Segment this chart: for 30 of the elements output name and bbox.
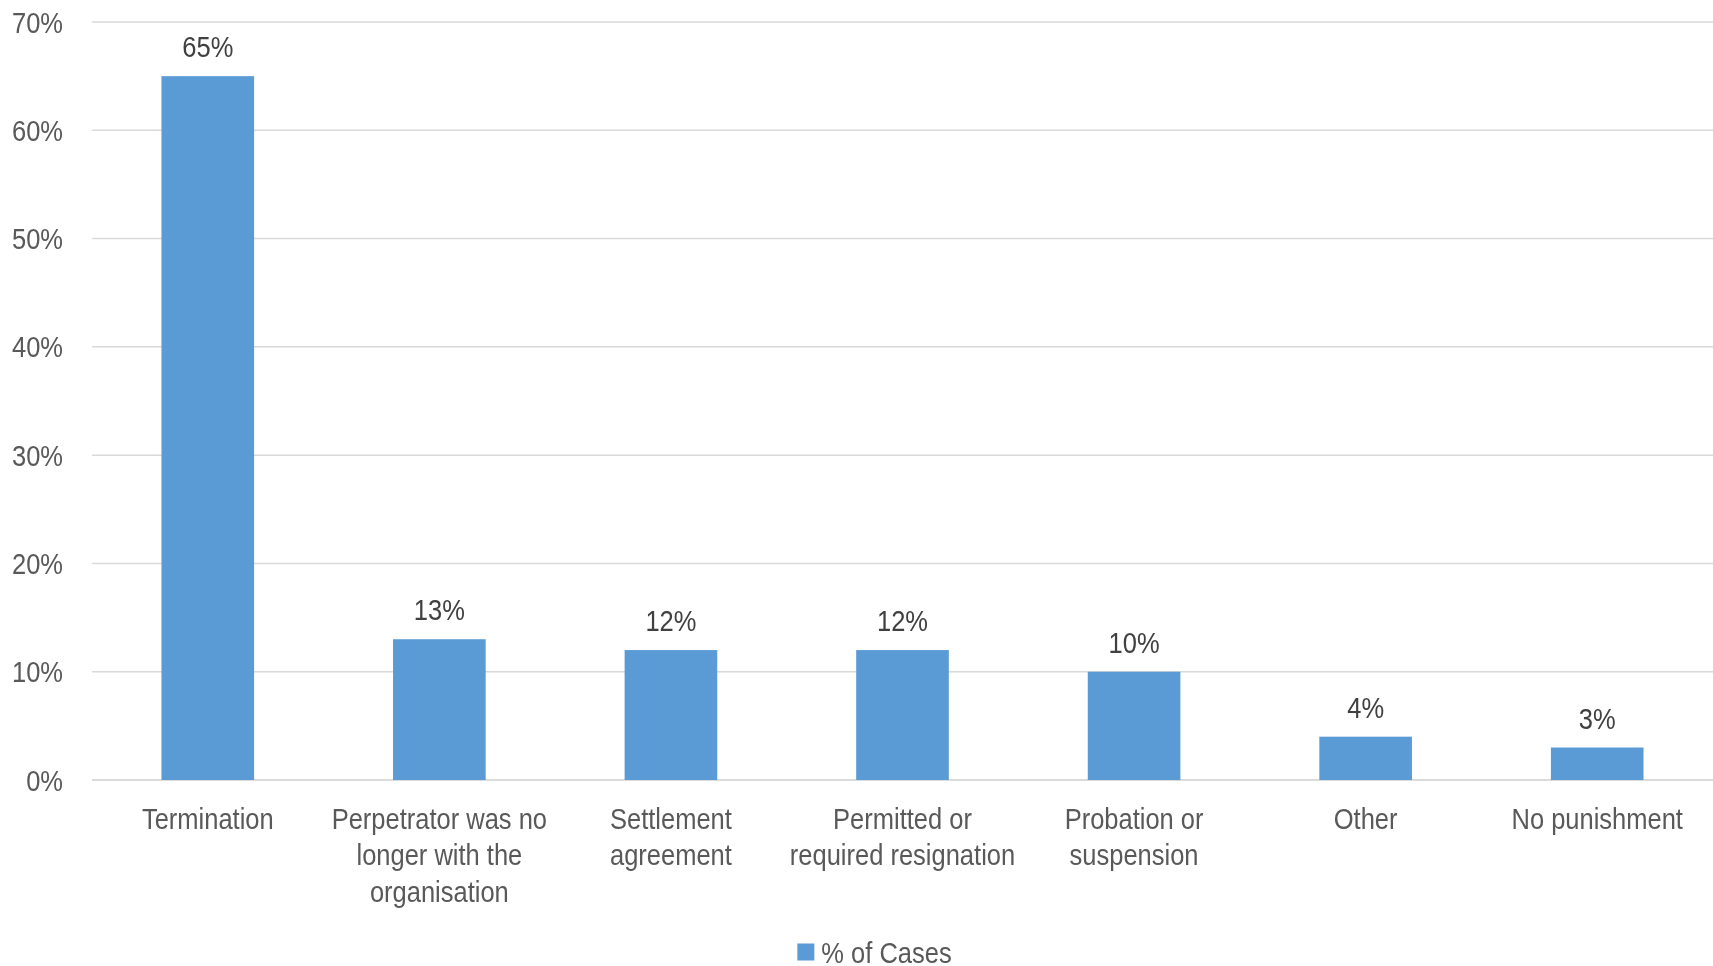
data-label: 3%: [1578, 701, 1616, 735]
bar: [1319, 736, 1412, 780]
y-tick-label: 50%: [11, 222, 63, 256]
x-tick-label: Perpetrator was no longer with the organisation: [331, 801, 548, 909]
data-label: 10%: [1108, 625, 1160, 660]
bar: [856, 650, 949, 780]
legend-label: % of Cases: [821, 935, 952, 966]
data-label: 13%: [413, 593, 465, 627]
bar: [1550, 747, 1644, 780]
y-tick-label: 0%: [26, 763, 63, 797]
x-tick-label: Other: [1333, 801, 1398, 835]
x-tick-label: No punishment: [1511, 801, 1684, 835]
y-tick-label: 30%: [11, 438, 63, 473]
x-tick-label: Permitted or required resignation: [789, 801, 1016, 872]
y-tick-label: 40%: [11, 330, 63, 364]
x-tick-label: Settlement agreement: [610, 801, 733, 872]
x-tick-label: Probation or suspension: [1064, 801, 1204, 872]
data-label: 12%: [645, 604, 697, 638]
data-label: 4%: [1347, 690, 1385, 725]
bar: [1087, 671, 1181, 780]
y-tick-label: 70%: [11, 5, 63, 39]
bar: [624, 650, 718, 780]
data-label: 65%: [182, 30, 234, 64]
bar: [393, 639, 486, 780]
y-tick-label: 60%: [11, 113, 63, 148]
data-label: 12%: [876, 604, 929, 638]
y-tick-label: 20%: [11, 546, 63, 581]
bar: [161, 76, 255, 780]
x-tick-label: Termination: [141, 801, 274, 835]
y-tick-label: 10%: [11, 655, 63, 689]
